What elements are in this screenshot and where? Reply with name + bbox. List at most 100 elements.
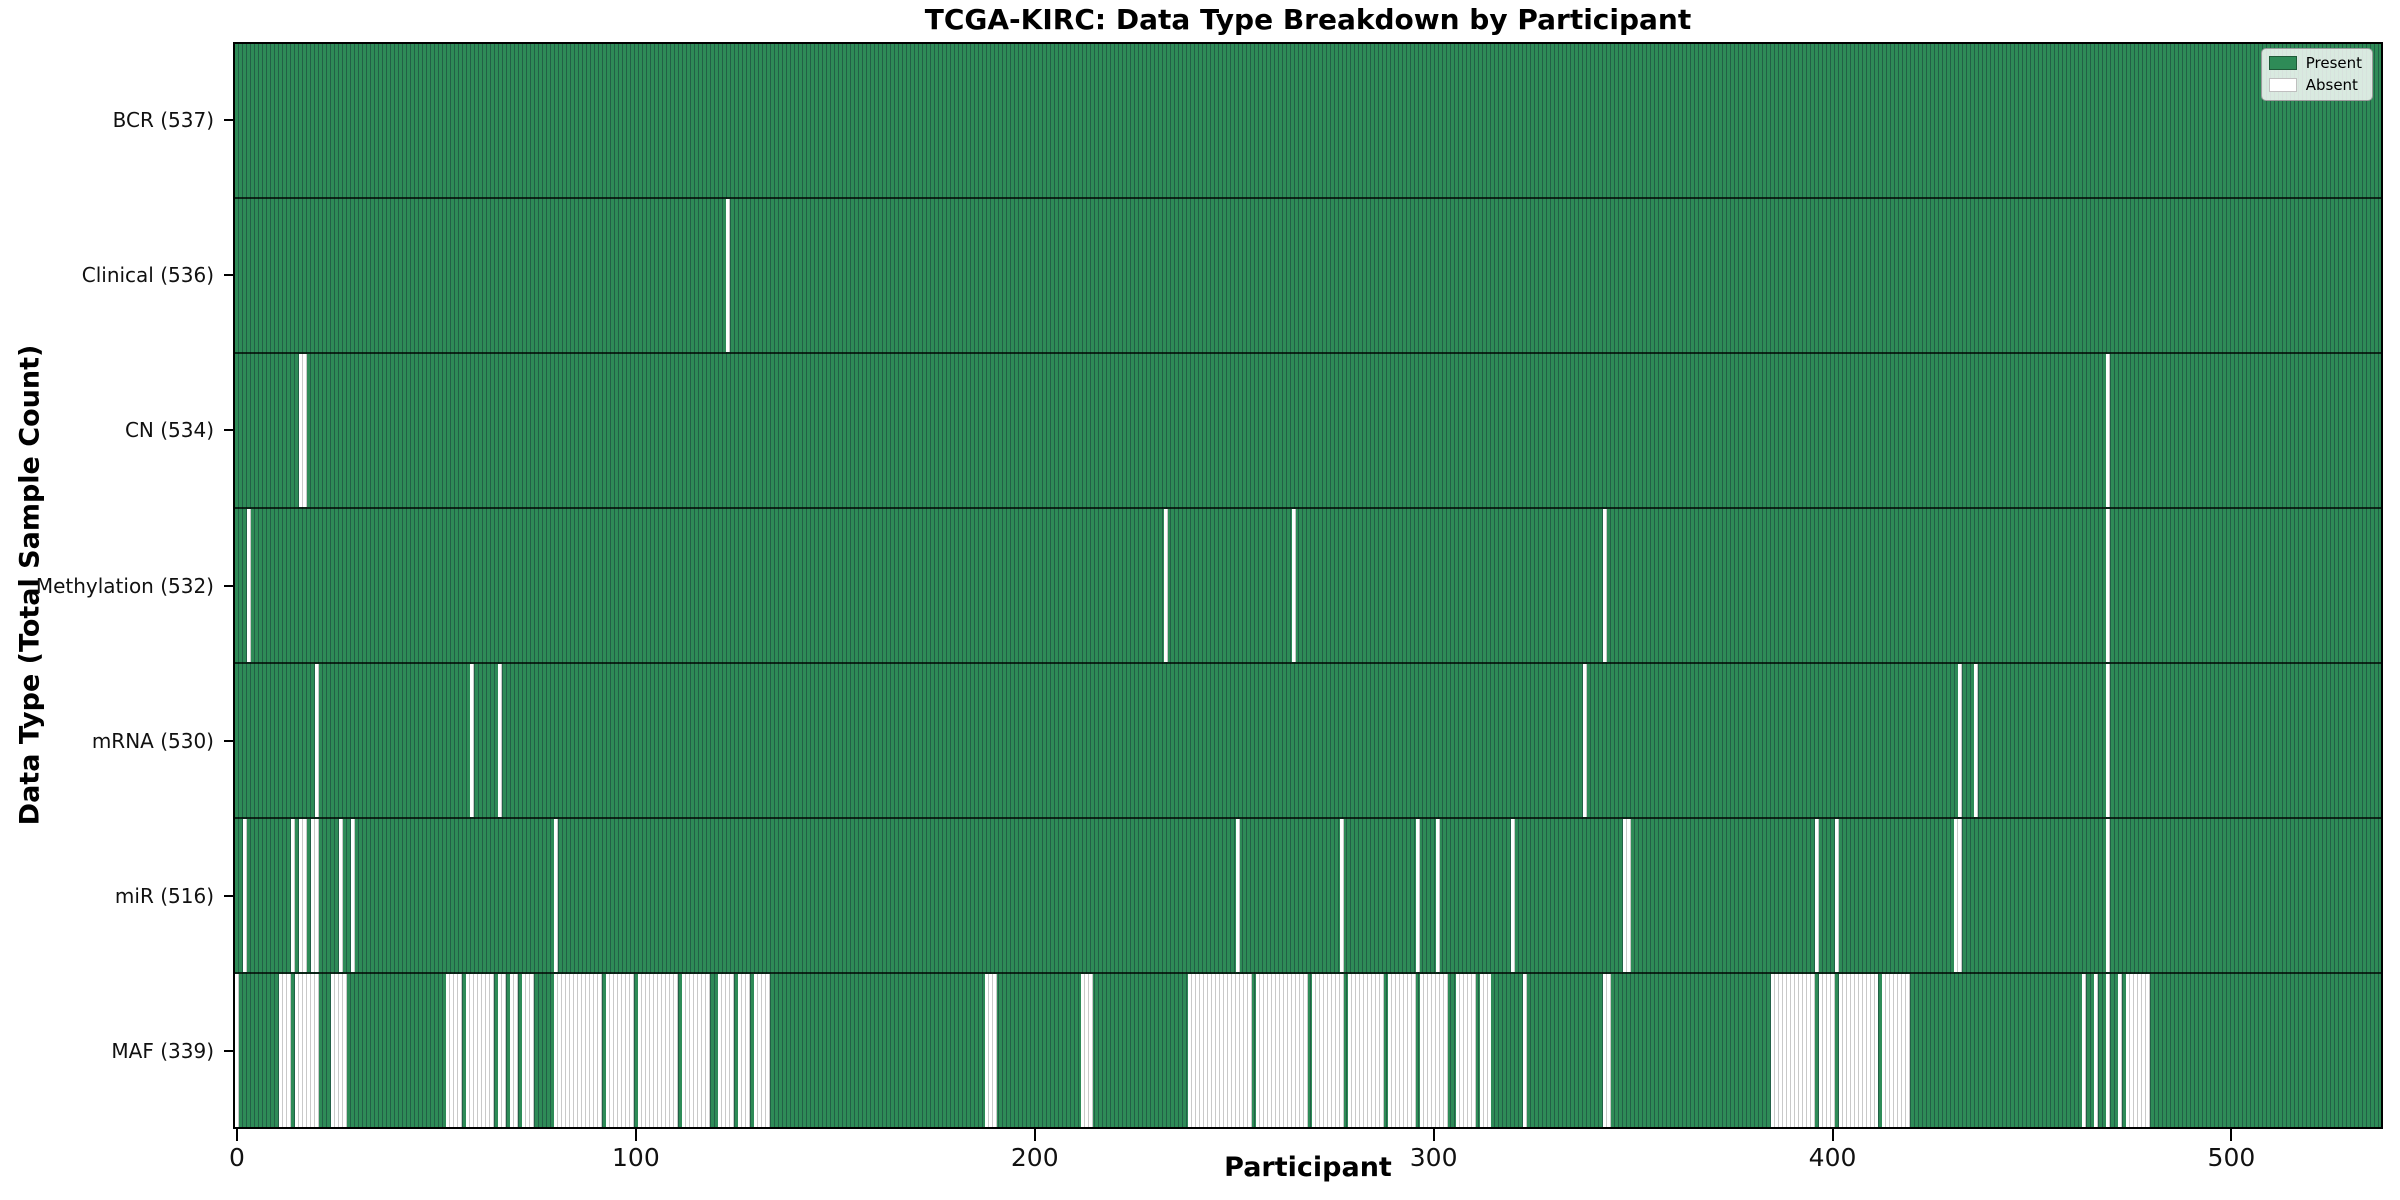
chart-title: TCGA-KIRC: Data Type Breakdown by Partic… (924, 3, 1692, 36)
absent-gap (1770, 974, 1815, 1127)
absent-gap (1311, 974, 1344, 1127)
absent-gap (1347, 974, 1384, 1127)
absent-gap (681, 974, 710, 1127)
absent-gap (2117, 974, 2122, 1127)
absent-gap (1415, 819, 1420, 972)
x-tick-mark (1432, 1129, 1435, 1141)
absent-gap (1455, 974, 1476, 1127)
absent-gap (522, 974, 535, 1127)
absent-gap (2105, 664, 2110, 817)
absent-gap (717, 974, 734, 1127)
x-axis-label: Participant (1224, 1152, 1392, 1183)
plot-area: Present Absent (233, 42, 2383, 1129)
x-tick-mark (235, 1129, 238, 1141)
absent-gap (1164, 509, 1169, 662)
y-tick-label-bcr: BCR (537) (112, 107, 214, 132)
absent-gap (1818, 974, 1835, 1127)
y-tick-label-cn: CN (534) (124, 418, 214, 443)
absent-gap (1387, 974, 1416, 1127)
absent-gap (510, 974, 519, 1127)
x-tick-label: 500 (2207, 1143, 2256, 1172)
absent-gap (298, 354, 307, 507)
y-tick-label-maf: MAF (339) (111, 1039, 214, 1064)
absent-gap (753, 974, 770, 1127)
absent-gap (338, 819, 343, 972)
y-tick-mark (224, 429, 233, 432)
x-tick-label: 0 (229, 1143, 245, 1172)
y-tick-mark (224, 584, 233, 587)
absent-gap (2093, 974, 2098, 1127)
row-mir (235, 817, 2381, 972)
row-methylation (235, 507, 2381, 662)
absent-gap (637, 974, 678, 1127)
absent-gap (2125, 974, 2150, 1127)
absent-gap (330, 974, 347, 1127)
absent-gap (446, 974, 463, 1127)
legend-present-label: Present (2305, 54, 2362, 72)
absent-gap (470, 664, 475, 817)
row-maf (235, 972, 2381, 1127)
absent-gap (2105, 974, 2110, 1127)
y-tick-label-mir: miR (516) (114, 884, 214, 909)
absent-gap (1339, 819, 1344, 972)
row-clinical (235, 197, 2381, 352)
absent-gap (498, 664, 503, 817)
y-tick-label-clinical: Clinical (536) (81, 262, 214, 287)
absent-gap (1603, 509, 1608, 662)
absent-gap (2105, 354, 2110, 507)
absent-gap (314, 664, 319, 817)
absent-gap (1080, 974, 1093, 1127)
absent-gap (246, 509, 251, 662)
y-tick-mark (224, 273, 233, 276)
absent-gap (1838, 974, 1879, 1127)
absent-gap (1256, 974, 1308, 1127)
x-tick-label: 300 (1409, 1143, 1458, 1172)
absent-gap (1479, 974, 1492, 1127)
y-tick-mark (224, 739, 233, 742)
absent-gap (2081, 974, 2086, 1127)
absent-gap (1814, 819, 1819, 972)
absent-gap (1188, 974, 1253, 1127)
legend-item-present: Present (2268, 54, 2362, 72)
legend: Present Absent (2260, 48, 2373, 101)
absent-gap (350, 819, 355, 972)
absent-gap (278, 974, 291, 1127)
row-mrna (235, 662, 2381, 817)
absent-gap (1603, 974, 1612, 1127)
absent-gap (235, 974, 239, 1127)
x-tick-mark (634, 1129, 637, 1141)
absent-gap (1292, 509, 1297, 662)
absent-gap (725, 199, 730, 352)
row-cn (235, 352, 2381, 507)
legend-absent-label: Absent (2305, 76, 2358, 94)
absent-gap (1236, 819, 1241, 972)
x-tick-mark (2230, 1129, 2233, 1141)
absent-gap (605, 974, 634, 1127)
absent-gap (1435, 819, 1440, 972)
absent-gap (984, 974, 997, 1127)
absent-gap (1511, 819, 1516, 972)
absent-gap (498, 974, 507, 1127)
absent-gap (1974, 664, 1979, 817)
absent-gap (554, 974, 602, 1127)
legend-absent-swatch (2268, 78, 2297, 92)
absent-gap (1583, 664, 1588, 817)
absent-gap (2105, 509, 2110, 662)
x-tick-mark (1033, 1129, 1036, 1141)
absent-gap (294, 974, 319, 1127)
absent-gap (554, 819, 559, 972)
x-tick-label: 400 (1808, 1143, 1857, 1172)
legend-present-swatch (2268, 56, 2297, 70)
x-tick-label: 200 (1010, 1143, 1059, 1172)
absent-gap (1882, 974, 1911, 1127)
legend-item-absent: Absent (2268, 76, 2362, 94)
row-bcr (235, 44, 2381, 197)
absent-gap (310, 819, 319, 972)
absent-gap (290, 819, 295, 972)
y-tick-mark (224, 1050, 233, 1053)
absent-gap (1623, 819, 1632, 972)
absent-gap (1958, 664, 1963, 817)
y-tick-label-mrna: mRNA (530) (91, 728, 214, 753)
absent-gap (737, 974, 750, 1127)
absent-gap (2105, 819, 2110, 972)
